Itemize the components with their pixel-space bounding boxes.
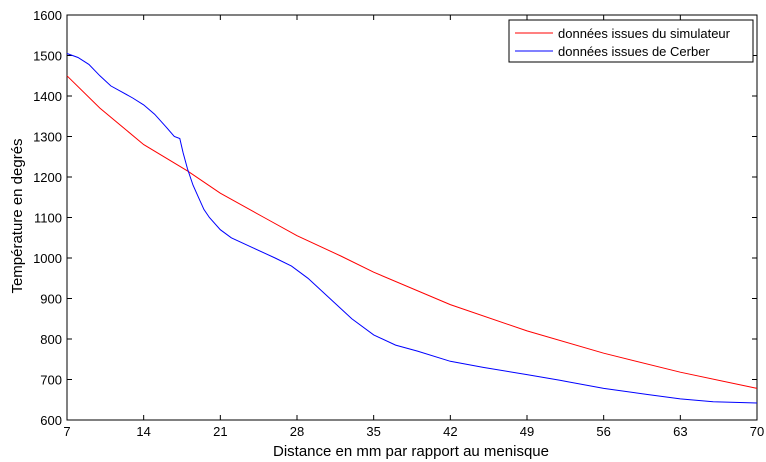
series-line-1 <box>66 75 758 389</box>
x-tick-label: 21 <box>213 424 227 439</box>
x-tick-label: 63 <box>673 424 687 439</box>
x-tick-label: 70 <box>750 424 764 439</box>
legend-box <box>508 19 754 63</box>
y-tick-label: 1000 <box>33 251 62 266</box>
y-tick-label: 700 <box>40 373 62 388</box>
y-tick-label: 1100 <box>34 211 62 226</box>
plot-frame <box>66 14 758 421</box>
y-tick-label: 1300 <box>33 130 62 145</box>
y-tick-label: 600 <box>40 413 62 428</box>
y-tick-label: 1600 <box>33 8 62 23</box>
x-axis-label: Distance en mm par rapport au menisque <box>273 443 549 460</box>
legend-label-2: données issues de Cerber <box>558 44 710 59</box>
x-tick-label: 49 <box>520 424 534 439</box>
y-tick-label: 800 <box>40 332 62 347</box>
x-tick-label: 28 <box>290 424 304 439</box>
x-tick-label: 56 <box>596 424 610 439</box>
legend-label-1: données issues du simulateur <box>558 26 731 41</box>
x-tick-label: 7 <box>63 424 70 439</box>
y-tick-label: 1500 <box>33 49 62 64</box>
y-tick-label: 900 <box>40 292 62 307</box>
x-tick-label: 35 <box>366 424 380 439</box>
series-line-2 <box>66 53 758 404</box>
y-axis-label: Température en degrés <box>9 138 26 293</box>
x-tick-label: 14 <box>136 424 150 439</box>
x-tick-label: 42 <box>443 424 457 439</box>
legend: données issues du simulateur données issu… <box>508 19 754 63</box>
y-tick-label: 1200 <box>33 170 62 185</box>
plot-area: 7 14 21 28 35 42 49 56 63 70 600 700 800 900 1000 1100 1… <box>33 8 764 439</box>
y-tick-label: 1400 <box>33 89 62 104</box>
